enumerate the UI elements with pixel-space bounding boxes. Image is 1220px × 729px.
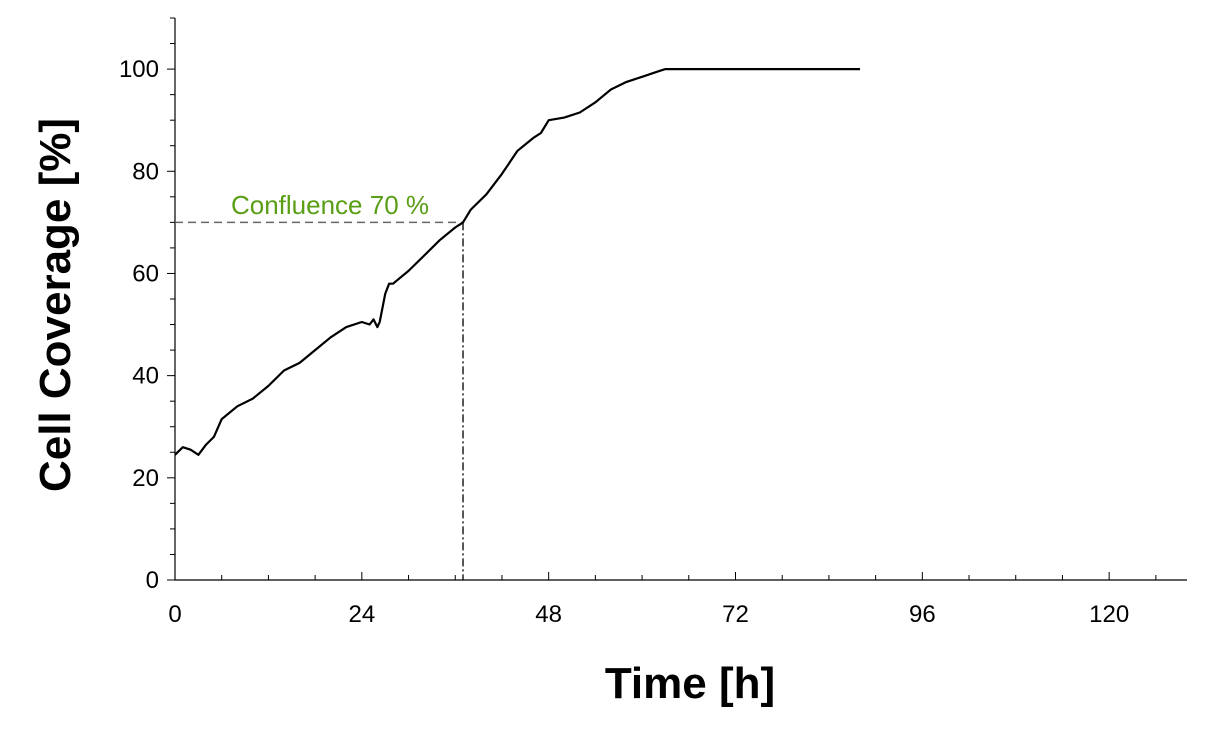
series-group bbox=[174, 67, 860, 456]
x-tick-label: 96 bbox=[909, 601, 936, 628]
x-tick-label: 72 bbox=[722, 601, 749, 628]
series-line bbox=[174, 67, 860, 456]
labels: Time [h] Cell Coverage [%] Confluence 70… bbox=[31, 118, 775, 708]
x-axis-title: Time [h] bbox=[605, 659, 775, 708]
x-tick-label: 0 bbox=[168, 601, 181, 628]
y-tick-label: 40 bbox=[132, 363, 159, 390]
y-tick-label: 100 bbox=[119, 56, 159, 83]
y-tick-label: 0 bbox=[146, 567, 159, 594]
x-tick-label: 48 bbox=[535, 601, 562, 628]
y-tick-label: 20 bbox=[132, 465, 159, 492]
x-tick-label: 120 bbox=[1089, 601, 1129, 628]
confluence-annotation: Confluence 70 % bbox=[231, 190, 429, 220]
y-tick-label: 80 bbox=[132, 158, 159, 185]
reference-lines bbox=[175, 221, 464, 580]
x-tick-label: 24 bbox=[348, 601, 375, 628]
y-axis-title: Cell Coverage [%] bbox=[31, 118, 80, 492]
axes: 0 24 48 72 96 120 0 20 40 60 80 100 bbox=[119, 17, 1187, 628]
y-tick-label: 60 bbox=[132, 260, 159, 287]
